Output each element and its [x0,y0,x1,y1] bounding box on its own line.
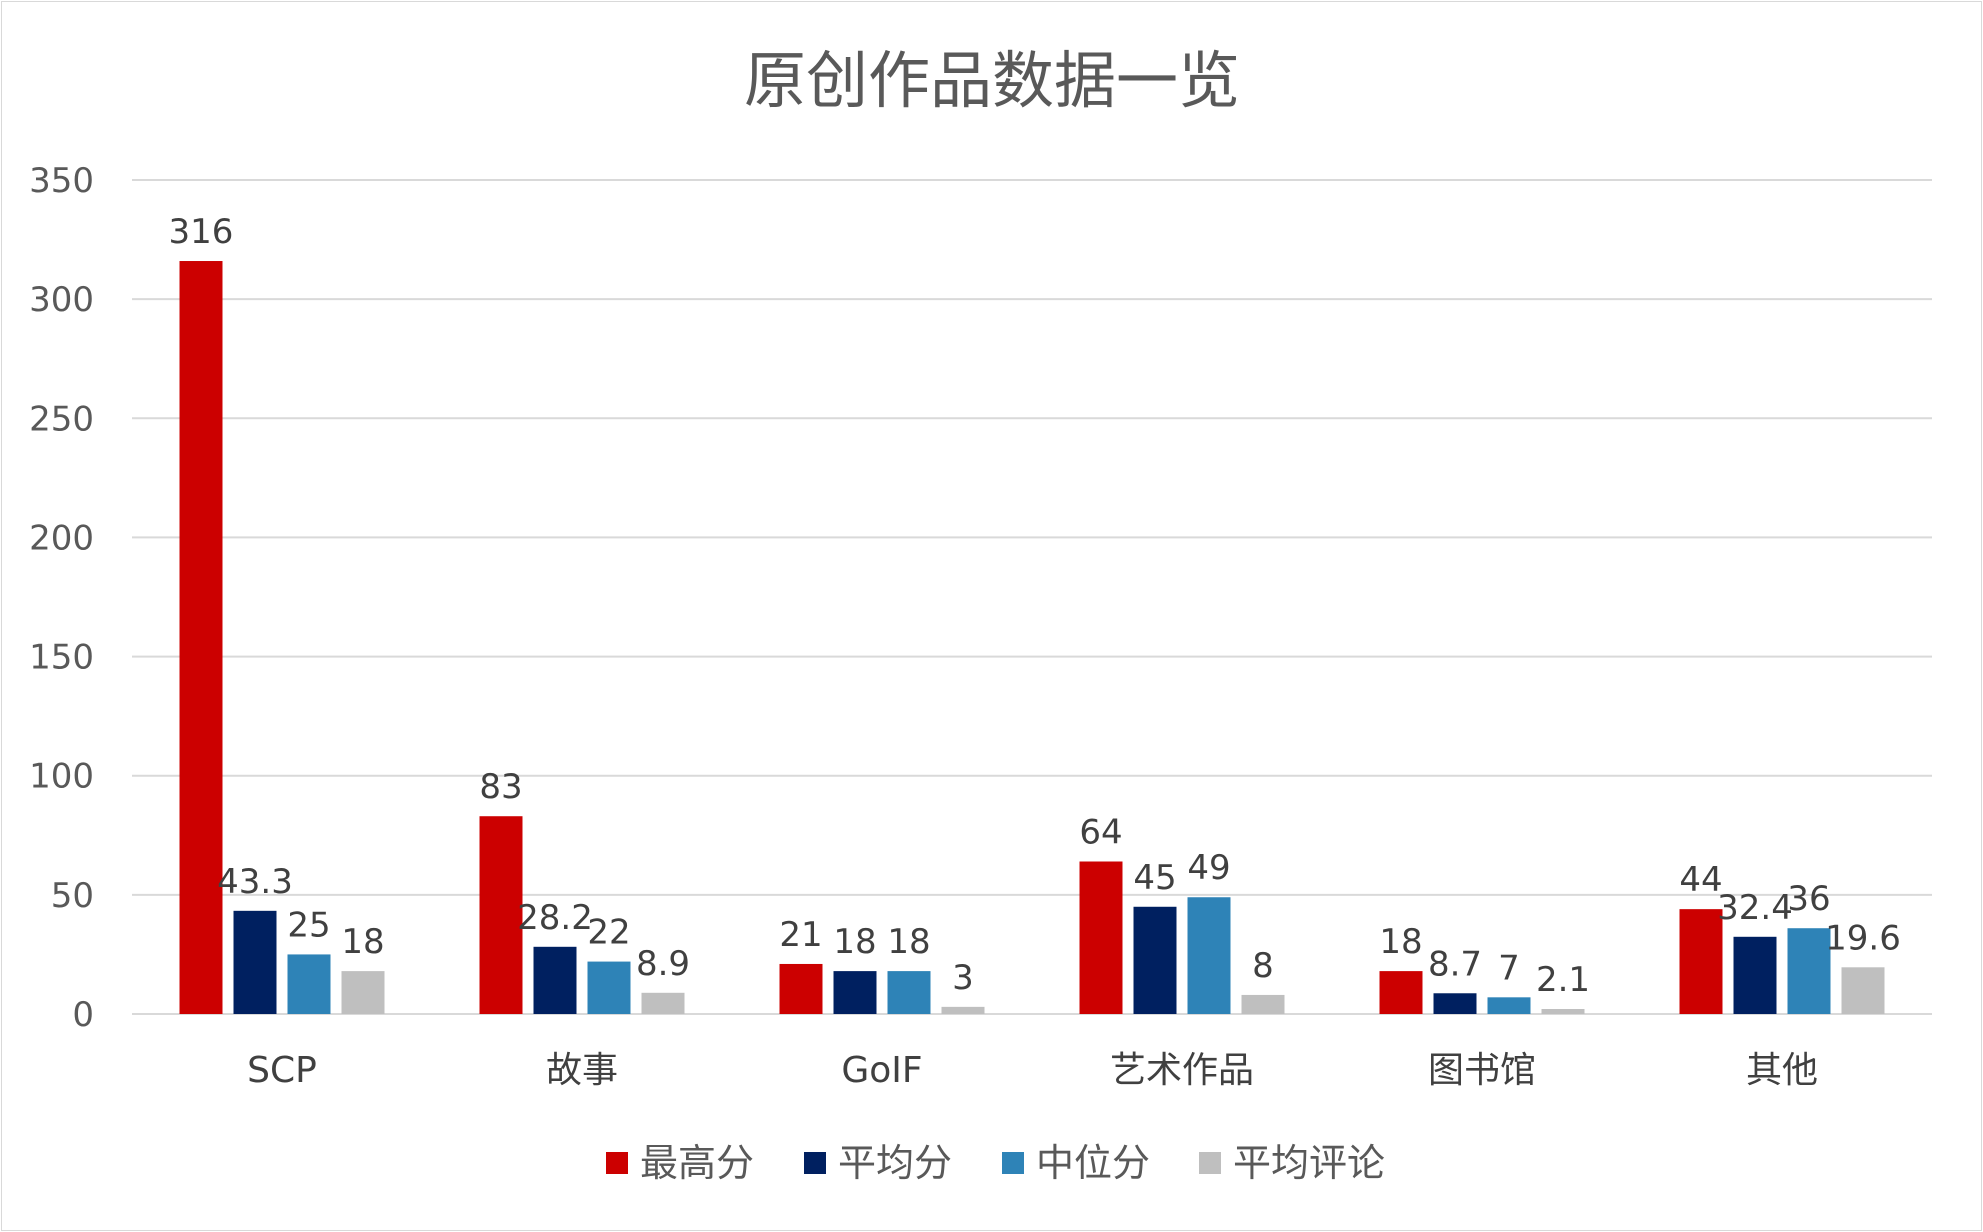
y-tick-label: 150 [29,638,94,678]
legend-label: 平均评论 [1233,1141,1385,1185]
legend-swatch [1002,1152,1024,1174]
legend-label: 中位分 [1036,1141,1150,1185]
gridlines [132,179,1932,1015]
x-category-label: SCP [247,1050,317,1091]
data-label: 18 [341,922,384,962]
bar-平均分-图书馆 [1433,993,1477,1014]
data-label: 316 [169,212,234,252]
legend[interactable]: 最高分 平均分 中位分 平均评论 [606,1141,1385,1185]
data-label: 3 [952,958,974,998]
data-label: 28.2 [517,898,593,938]
y-tick-label: 100 [29,757,94,797]
data-label: 18 [833,922,876,962]
bar-最高分-艺术作品 [1079,861,1123,1014]
bar-平均评论-GoIF [941,1006,985,1014]
data-label: 2.1 [1536,960,1590,1000]
bar-平均评论-SCP [341,971,385,1014]
legend-swatch [804,1152,826,1174]
legend-label: 最高分 [640,1141,754,1185]
data-label: 19.6 [1825,918,1901,958]
x-category-label: 艺术作品 [1110,1050,1254,1091]
x-axis-categories: SCP 故事 GoIF 艺术作品 图书馆 其他 [247,1050,1818,1091]
bar-中位分-图书馆 [1487,997,1531,1014]
bar-中位分-故事 [587,961,631,1014]
bar-中位分-艺术作品 [1187,897,1231,1014]
legend-item[interactable]: 最高分 [606,1141,754,1185]
bars [179,261,1885,1014]
bar-平均分-故事 [533,946,577,1014]
data-label: 25 [287,905,330,945]
bar-平均评论-艺术作品 [1241,994,1285,1014]
x-category-label: 其他 [1746,1050,1818,1091]
data-label: 8.7 [1428,944,1482,984]
x-category-label: GoIF [841,1050,922,1091]
legend-item[interactable]: 平均分 [804,1141,952,1185]
data-label: 45 [1133,858,1176,898]
legend-item[interactable]: 中位分 [1002,1141,1150,1185]
x-category-label: 故事 [546,1050,618,1091]
bar-平均分-其他 [1733,936,1777,1014]
legend-label: 平均分 [838,1141,952,1185]
y-axis-ticks: 0 50 100 150 200 250 300 350 [29,161,94,1035]
bar-最高分-GoIF [779,963,823,1014]
data-label: 32.4 [1717,888,1793,928]
bar-最高分-其他 [1679,909,1723,1014]
bar-平均评论-故事 [641,992,685,1014]
legend-swatch [1199,1152,1221,1174]
y-tick-label: 350 [29,161,94,201]
legend-item[interactable]: 平均评论 [1199,1141,1385,1185]
y-tick-label: 300 [29,280,94,320]
data-label: 64 [1079,812,1122,852]
x-category-label: 图书馆 [1428,1050,1536,1091]
bar-最高分-故事 [479,816,523,1014]
bar-中位分-GoIF [887,971,931,1014]
data-label: 22 [587,913,630,953]
bar-最高分-SCP [179,261,223,1014]
y-tick-label: 250 [29,399,94,439]
bar-平均分-艺术作品 [1133,906,1177,1014]
y-tick-label: 50 [51,876,94,916]
y-tick-label: 200 [29,518,94,558]
data-label: 21 [779,915,822,955]
data-label: 8.9 [636,944,690,984]
bar-平均评论-图书馆 [1541,1008,1585,1014]
bar-平均分-SCP [233,910,277,1014]
bar-中位分-SCP [287,954,331,1014]
bar-平均评论-其他 [1841,967,1885,1014]
data-label: 44 [1679,860,1722,900]
data-label: 36 [1787,879,1830,919]
data-label: 83 [479,767,522,807]
data-label: 49 [1187,848,1230,888]
legend-swatch [606,1152,628,1174]
bar-最高分-图书馆 [1379,971,1423,1014]
data-label: 18 [1379,922,1422,962]
bar-平均分-GoIF [833,971,877,1014]
chart-title: 原创作品数据一览 [744,44,1240,117]
data-label: 43.3 [217,862,293,902]
data-label: 7 [1498,948,1520,988]
bar-中位分-其他 [1787,928,1831,1014]
data-label: 8 [1252,946,1274,986]
data-label: 18 [887,922,930,962]
y-tick-label: 0 [72,995,94,1035]
